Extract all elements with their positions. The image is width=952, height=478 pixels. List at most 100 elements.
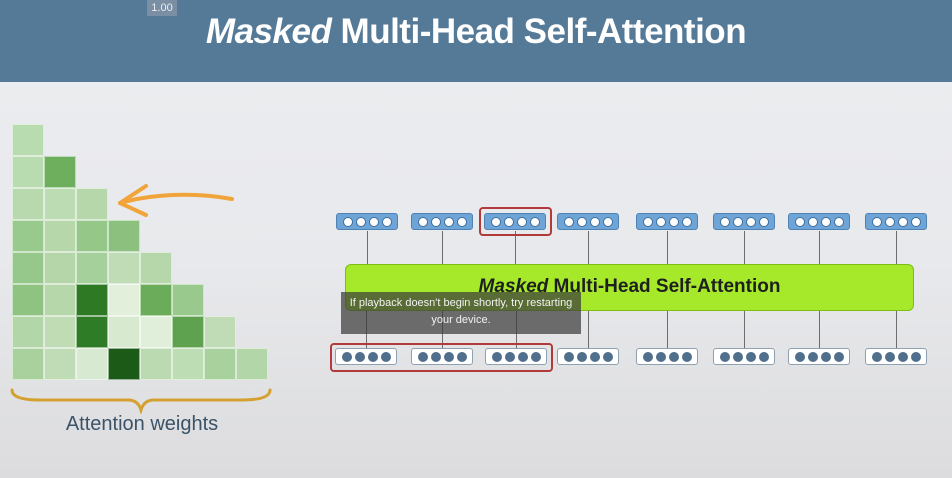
- token-dot: [681, 216, 692, 227]
- token-dot: [719, 216, 730, 227]
- token-dot: [871, 351, 882, 362]
- attention-cell: [140, 252, 172, 284]
- attention-cell: [76, 348, 108, 380]
- token-dot: [719, 351, 730, 362]
- token-dot: [576, 351, 587, 362]
- input-connector: [588, 311, 589, 348]
- output-connector: [515, 231, 516, 265]
- token-dot: [503, 216, 514, 227]
- attention-cell: [76, 252, 108, 284]
- orange-arrow-icon: [118, 184, 234, 217]
- token-dot: [820, 216, 831, 227]
- caption-line-2: your device.: [431, 314, 491, 326]
- output-connector: [588, 231, 589, 265]
- token-dot: [491, 351, 502, 362]
- token-dot: [529, 216, 540, 227]
- attention-cell: [108, 252, 140, 284]
- attention-cell: [12, 284, 44, 316]
- slide-header: 1.00 Masked Multi-Head Self-Attention: [0, 0, 952, 82]
- token-dot: [342, 216, 353, 227]
- token-dot: [380, 351, 391, 362]
- attention-cell: [108, 220, 140, 252]
- curly-brace-icon: [10, 388, 272, 414]
- token-dot: [355, 216, 366, 227]
- token-dot: [430, 351, 441, 362]
- attention-cell: [44, 316, 76, 348]
- token-dot: [368, 216, 379, 227]
- token-dot: [897, 351, 908, 362]
- output-token: [557, 213, 619, 230]
- output-token: [411, 213, 473, 230]
- output-connector: [667, 231, 668, 265]
- token-dot: [871, 216, 882, 227]
- token-dot: [807, 216, 818, 227]
- token-dot: [367, 351, 378, 362]
- attention-cell: [44, 348, 76, 380]
- token-dot: [430, 216, 441, 227]
- token-dot: [443, 351, 454, 362]
- attention-cell: [172, 316, 204, 348]
- attention-cell: [172, 348, 204, 380]
- block-title-emphasis: Masked: [478, 276, 549, 297]
- token-dot: [884, 216, 895, 227]
- slide-title-rest: Multi-Head Self-Attention: [331, 12, 747, 51]
- slide-title: Masked Multi-Head Self-Attention: [0, 12, 952, 52]
- attention-cell: [140, 348, 172, 380]
- token-dot: [381, 216, 392, 227]
- output-token: [865, 213, 927, 230]
- attention-cell: [140, 284, 172, 316]
- output-token: [336, 213, 398, 230]
- token-dot: [530, 351, 541, 362]
- input-token: [865, 348, 927, 365]
- token-dot: [563, 216, 574, 227]
- attention-cell: [12, 220, 44, 252]
- masked-attention-block-title: Masked Multi-Head Self-Attention: [345, 276, 914, 298]
- attention-cell: [12, 124, 44, 156]
- input-token: [335, 348, 397, 365]
- attention-cell: [76, 188, 108, 220]
- token-dot: [833, 216, 844, 227]
- input-connector: [819, 311, 820, 348]
- playback-caption: If playback doesn't begin shortly, try r…: [341, 292, 581, 334]
- token-dot: [794, 351, 805, 362]
- output-connector: [442, 231, 443, 265]
- playback-speed-badge[interactable]: 1.00: [147, 0, 177, 16]
- attention-cell: [12, 252, 44, 284]
- attention-cell: [108, 316, 140, 348]
- output-connector: [819, 231, 820, 265]
- attention-cell: [76, 316, 108, 348]
- attention-cell: [172, 284, 204, 316]
- attention-cell: [12, 316, 44, 348]
- attention-cell: [108, 284, 140, 316]
- output-connector: [744, 231, 745, 265]
- attention-cell: [140, 316, 172, 348]
- attention-cell: [12, 348, 44, 380]
- output-connector: [367, 231, 368, 265]
- input-token: [788, 348, 850, 365]
- input-token: [636, 348, 698, 365]
- attention-cell: [44, 188, 76, 220]
- highlight-input-tokens: [330, 343, 553, 372]
- token-dot: [833, 351, 844, 362]
- token-dot: [589, 351, 600, 362]
- output-connector: [896, 231, 897, 265]
- attention-cell: [204, 348, 236, 380]
- output-token: [788, 213, 850, 230]
- token-dot: [576, 216, 587, 227]
- token-dot: [758, 216, 769, 227]
- input-token: [485, 348, 547, 365]
- token-dot: [807, 351, 818, 362]
- token-dot: [655, 351, 666, 362]
- token-dot: [354, 351, 365, 362]
- input-token: [713, 348, 775, 365]
- token-dot: [910, 351, 921, 362]
- token-dot: [732, 216, 743, 227]
- token-dot: [668, 216, 679, 227]
- token-dot: [820, 351, 831, 362]
- attention-cell: [44, 252, 76, 284]
- token-dot: [417, 351, 428, 362]
- attention-cell: [236, 348, 268, 380]
- token-dot: [589, 216, 600, 227]
- token-dot: [504, 351, 515, 362]
- caption-line-1: If playback doesn't begin shortly, try r…: [349, 297, 573, 309]
